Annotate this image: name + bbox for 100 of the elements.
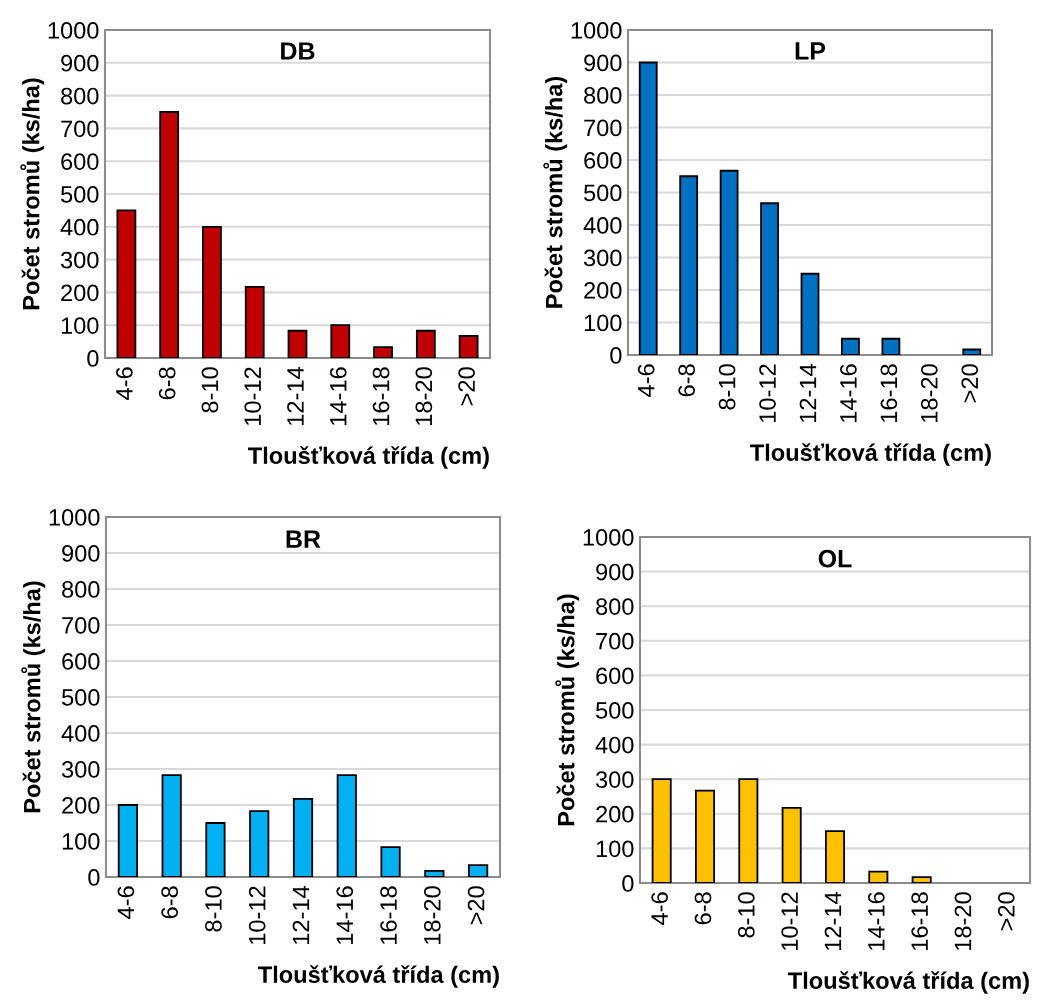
y-tick-label: 200 [584, 282, 622, 299]
bar [244, 285, 265, 358]
x-tick-label: 16-18 [880, 364, 898, 422]
x-tick-label: 8-10 [205, 886, 222, 932]
x-tick-label: 6-8 [694, 892, 712, 925]
bar [415, 329, 436, 358]
x-tick-label: 6-8 [678, 364, 695, 397]
y-tick-label: 1000 [48, 22, 99, 39]
x-tick-label: 12-14 [292, 886, 310, 944]
y-tick-label: 800 [584, 87, 622, 104]
x-tick-label: 4-6 [637, 364, 655, 397]
x-tick-label: 18-20 [954, 892, 972, 950]
x-tick-label: >20 [467, 886, 485, 925]
y-tick-label: 600 [596, 667, 634, 685]
bar [781, 807, 802, 883]
y-tick-label: 900 [62, 545, 100, 562]
bar [458, 335, 479, 358]
bar [719, 169, 739, 355]
y-tick-label: 100 [62, 833, 100, 850]
chart-title: DB [281, 42, 315, 60]
y-tick-label: 800 [62, 581, 100, 598]
y-tick-label: 700 [596, 632, 634, 650]
x-tick-label: 16-18 [372, 367, 390, 425]
bar [738, 778, 759, 883]
x-tick-label: 8-10 [737, 892, 755, 938]
x-tick-label: 4-6 [651, 892, 668, 925]
bar [287, 329, 308, 358]
bar [694, 789, 716, 883]
x-tick-label: 18-20 [415, 367, 433, 425]
x-tick-label: >20 [961, 364, 979, 403]
bar [292, 797, 314, 877]
chart-title: OL [818, 549, 852, 568]
x-axis-title: Tloušťková třída (cm) [258, 965, 499, 988]
x-tick-label: 10-12 [759, 364, 776, 422]
y-tick-label: 600 [62, 653, 100, 670]
y-tick-label: 1000 [583, 529, 634, 546]
bar [841, 337, 860, 355]
bar [205, 822, 226, 877]
x-tick-label: 14-16 [329, 367, 347, 425]
bar [800, 272, 820, 355]
x-tick-label: 10-12 [244, 367, 262, 425]
bar [468, 864, 489, 877]
y-tick-label: 800 [596, 598, 634, 615]
y-tick-label: 0 [610, 347, 622, 364]
x-tick-label: 12-14 [287, 367, 304, 425]
y-tick-label: 200 [62, 797, 100, 814]
bar [117, 804, 138, 877]
y-tick-label: 1000 [571, 22, 622, 39]
y-tick-label: 300 [595, 771, 634, 788]
y-tick-label: 900 [584, 54, 622, 72]
bar [249, 810, 270, 877]
y-tick-label: 100 [584, 314, 622, 332]
y-tick-label: 0 [88, 869, 100, 886]
x-tick-label: 16-18 [911, 892, 928, 950]
bar [380, 846, 401, 877]
x-tick-label: 10-12 [781, 892, 798, 950]
y-tick-label: 400 [595, 736, 634, 754]
x-tick-label: 18-20 [423, 886, 441, 944]
x-axis-title: Tloušťková třída (cm) [750, 443, 991, 466]
y-tick-label: 100 [596, 840, 634, 858]
bar [116, 209, 137, 358]
y-tick-label: 800 [61, 87, 99, 105]
y-tick-label: 200 [596, 805, 634, 823]
bar [373, 346, 393, 358]
bar [638, 61, 658, 355]
y-tick-label: 400 [583, 217, 622, 234]
bar [824, 830, 846, 883]
bar [760, 202, 779, 355]
x-tick-label: 12-14 [824, 892, 842, 950]
chart-title: LP [795, 42, 826, 60]
x-tick-label: 14-16 [336, 886, 354, 944]
bar [962, 348, 982, 355]
y-tick-label: 400 [60, 218, 99, 236]
bar [330, 324, 351, 358]
bar [881, 337, 901, 355]
x-tick-label: 10-12 [248, 886, 266, 944]
x-tick-label: 6-8 [161, 886, 178, 919]
bar [159, 111, 180, 358]
y-tick-label: 700 [584, 119, 622, 137]
y-tick-label: 300 [60, 251, 99, 269]
y-tick-label: 500 [62, 689, 100, 706]
y-tick-label: 500 [596, 702, 634, 719]
bar [911, 876, 932, 883]
bar [202, 225, 222, 358]
x-tick-label: 8-10 [718, 364, 736, 410]
y-axis-title: Počet stromů (ks/ha) [543, 76, 568, 308]
y-tick-label: 900 [61, 54, 99, 72]
bar [679, 175, 699, 355]
y-tick-label: 400 [61, 725, 100, 742]
bar [336, 774, 357, 877]
x-axis-title: Tloušťková třída (cm) [248, 446, 489, 469]
x-tick-label: 8-10 [201, 367, 219, 413]
y-tick-label: 900 [596, 563, 634, 581]
y-axis-title: Počet stromů (ks/ha) [21, 581, 46, 813]
y-tick-label: 300 [61, 761, 100, 778]
y-axis-title: Počet stromů (ks/ha) [555, 594, 580, 826]
y-tick-label: 600 [61, 153, 99, 170]
y-tick-label: 0 [87, 350, 99, 367]
x-tick-label: 4-6 [116, 367, 133, 400]
y-tick-label: 500 [584, 184, 622, 202]
